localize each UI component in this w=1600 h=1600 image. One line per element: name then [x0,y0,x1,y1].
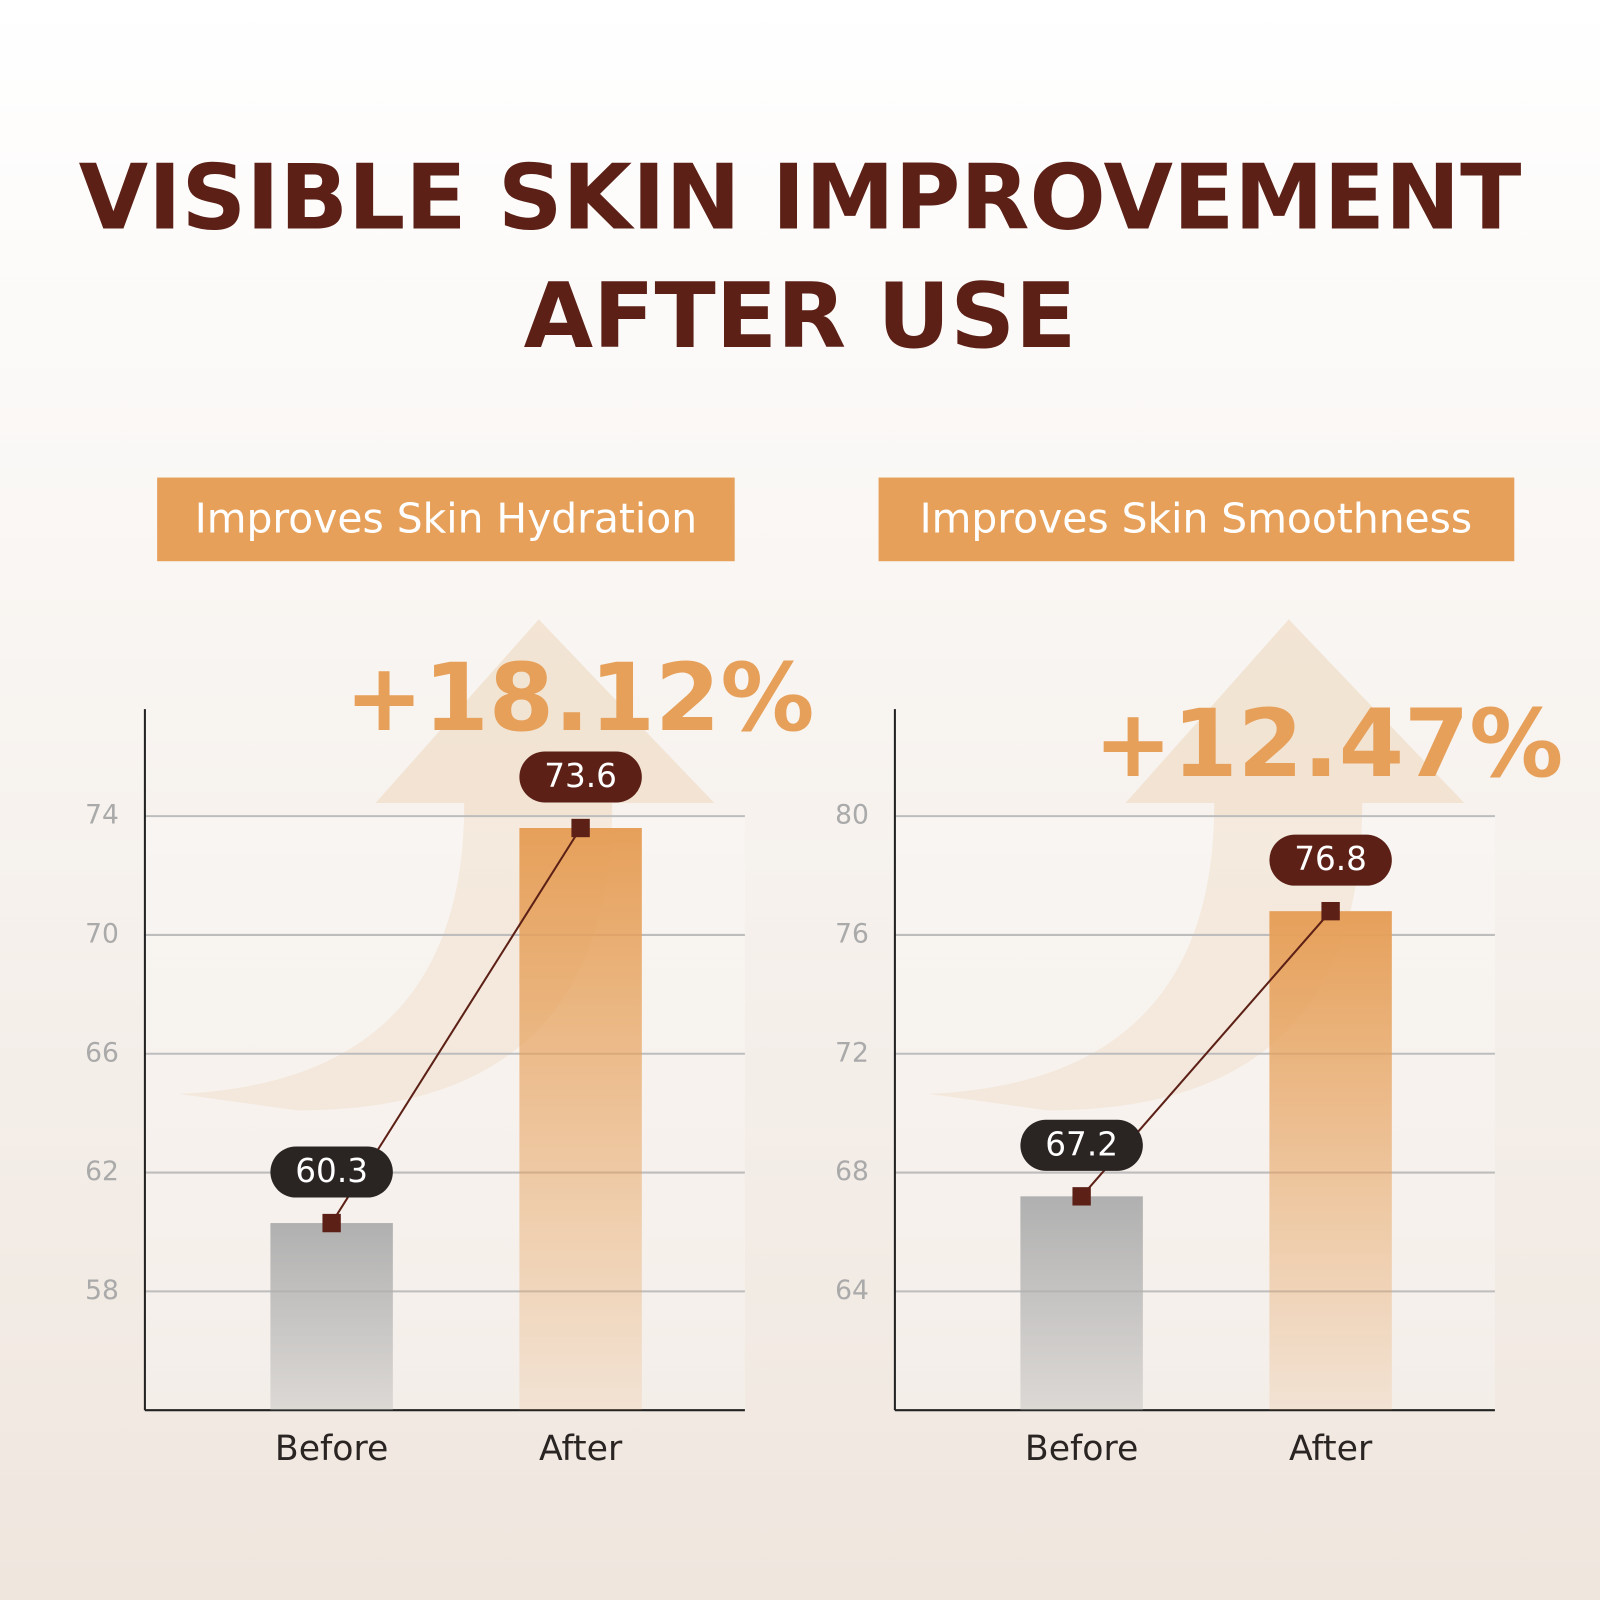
y-tick-label: 62 [85,1156,119,1187]
decor-arrow [928,619,1465,1111]
value-pill [1020,1119,1143,1171]
bar [519,828,642,1411]
subtitle-box [878,477,1515,562]
y-tick-label: 72 [835,1037,869,1068]
y-tick-label: 66 [85,1037,119,1068]
x-tick-label: After [539,1429,623,1469]
y-tick-label: 58 [85,1275,119,1306]
bar [1020,1196,1143,1411]
x-tick-label: Before [1025,1429,1138,1469]
plot-area [144,815,745,1411]
y-tick-label: 70 [85,918,119,949]
decor-arrow [178,619,715,1111]
subtitle: Improves Skin Smoothness [920,494,1473,542]
plot-area [894,815,1495,1411]
x-tick-label: After [1289,1429,1373,1469]
subtitle: Improves Skin Hydration [195,494,697,542]
point-marker [1072,1187,1091,1206]
y-tick-label: 80 [835,800,869,831]
title-line: AFTER USE [524,265,1077,369]
subtitle-box [157,477,735,562]
y-tick-label: 74 [85,800,119,831]
value-label: 73.6 [544,757,617,795]
x-tick-label: Before [275,1429,388,1469]
point-marker [322,1213,341,1233]
annotation: +12.47% [1094,690,1564,799]
y-tick-label: 64 [835,1275,869,1306]
value-label: 76.8 [1294,840,1367,878]
bar [1269,911,1392,1411]
annotation: +18.12% [345,644,815,753]
point-marker [1321,901,1340,921]
value-pill [519,751,642,803]
value-pill [270,1146,393,1198]
point-marker [571,818,590,838]
value-pill [1269,834,1392,886]
value-label: 60.3 [295,1152,368,1190]
title-line: VISIBLE SKIN IMPROVEMENT [79,146,1522,250]
value-label: 67.2 [1045,1125,1118,1163]
bar [270,1223,393,1411]
y-tick-label: 76 [835,918,869,949]
charts: Improves Skin Hydration 58 62 66 70 74 +18.12%… [85,477,1564,1469]
y-tick-label: 68 [835,1156,869,1187]
